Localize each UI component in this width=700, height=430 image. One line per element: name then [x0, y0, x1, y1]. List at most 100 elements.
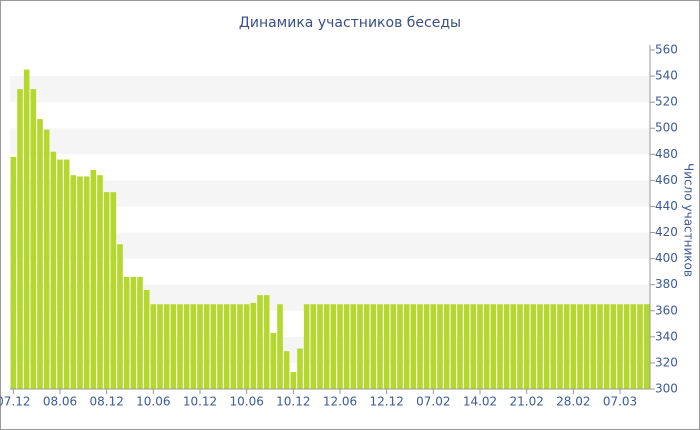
bar [310, 304, 317, 389]
bar [17, 89, 23, 389]
bar [423, 304, 430, 389]
bar [303, 304, 310, 389]
y-tick-label: 460 [655, 173, 678, 187]
x-tick-label: 07.02 [416, 395, 450, 409]
bar [437, 304, 443, 389]
x-tick-label: 08.12 [89, 395, 123, 409]
bar [623, 304, 630, 389]
bar [137, 276, 143, 389]
x-tick-label: 10.06 [229, 395, 263, 409]
bar [217, 304, 223, 389]
y-tick-label: 560 [655, 43, 678, 57]
bar [523, 304, 530, 389]
bar [203, 304, 210, 389]
bar [517, 304, 523, 389]
bar [103, 192, 110, 389]
x-tick-label: 12.06 [323, 395, 357, 409]
bar [37, 119, 43, 389]
x-tick-label: 21.02 [509, 395, 543, 409]
y-tick-label: 340 [655, 329, 678, 343]
bar [377, 304, 383, 389]
y-tick-label: 380 [655, 277, 678, 291]
bar [370, 304, 377, 389]
bar [90, 169, 97, 389]
y-axis-title: Число участников [682, 163, 696, 277]
bar [530, 304, 537, 389]
grid-band [10, 336, 650, 363]
bar [123, 276, 130, 389]
bar [230, 304, 237, 389]
x-tick-label: 07.03 [603, 395, 637, 409]
bar [510, 304, 517, 389]
x-tick-label: 10.12 [183, 395, 217, 409]
bar [490, 304, 497, 389]
grid-band [10, 232, 650, 259]
bar [543, 304, 550, 389]
y-tick-label: 480 [655, 147, 678, 161]
bar [197, 304, 203, 389]
bar [243, 304, 250, 389]
bar [43, 129, 50, 390]
bar [337, 304, 343, 389]
bar [190, 304, 197, 389]
bar [610, 304, 617, 389]
bar [470, 304, 477, 389]
bar [210, 304, 217, 389]
bar [403, 304, 410, 389]
bar [570, 304, 577, 389]
bar [397, 304, 403, 389]
x-tick-label: 12.12 [369, 395, 403, 409]
bar [550, 304, 557, 389]
bar [630, 304, 637, 389]
bar [503, 304, 510, 389]
bar [497, 304, 503, 389]
bar [30, 89, 37, 389]
bar [70, 175, 77, 389]
bar [617, 304, 623, 389]
bar [410, 304, 417, 389]
bar [583, 304, 590, 389]
y-tick-label: 300 [655, 382, 678, 396]
bar [443, 304, 450, 389]
bar [117, 244, 123, 389]
bar [110, 192, 117, 389]
chart-title: Динамика участников беседы [239, 15, 461, 31]
x-tick-label: 10.06 [136, 395, 170, 409]
bar [457, 304, 463, 389]
y-tick-label: 320 [655, 355, 678, 369]
y-tick-label: 500 [655, 121, 678, 135]
bar [257, 295, 263, 389]
bar [477, 304, 483, 389]
bar [63, 159, 70, 389]
bar [563, 304, 570, 389]
y-tick-label: 400 [655, 251, 678, 265]
bar [350, 304, 357, 389]
bar [343, 304, 350, 389]
x-tick-label: 14.02 [463, 395, 497, 409]
bar [183, 304, 190, 389]
bar [270, 332, 277, 389]
bar [263, 295, 270, 389]
bar [290, 372, 297, 389]
bar [390, 304, 397, 389]
bar [537, 304, 543, 389]
bar [637, 304, 643, 389]
bar [170, 304, 177, 389]
x-tick-label: 07.12 [0, 395, 31, 409]
x-tick-label: 28.02 [556, 395, 590, 409]
bar [603, 304, 610, 389]
bar [23, 69, 30, 390]
bar [597, 304, 603, 389]
bar [10, 156, 17, 389]
bar [83, 176, 90, 389]
bar [97, 175, 103, 389]
bar [430, 304, 437, 389]
y-tick-label: 520 [655, 95, 678, 109]
bar [157, 304, 163, 389]
bar [50, 151, 57, 389]
bar [317, 304, 323, 389]
y-tick-label: 440 [655, 199, 678, 213]
bar [57, 159, 63, 389]
bar [323, 304, 330, 389]
y-tick-label: 360 [655, 303, 678, 317]
